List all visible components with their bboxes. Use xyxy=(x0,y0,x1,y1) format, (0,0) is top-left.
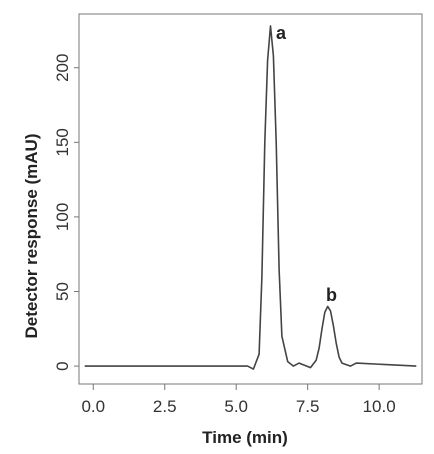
plot-frame xyxy=(78,13,423,385)
chromatogram-trace xyxy=(84,25,417,370)
x-tick-label: 5.0 xyxy=(224,397,248,416)
y-tick-label: 150 xyxy=(53,128,72,156)
y-tick-label: 100 xyxy=(53,203,72,231)
y-axis-title: Detector response (mAU) xyxy=(22,134,41,339)
x-axis-ticks: 0.0 2.5 5.0 7.5 10.0 xyxy=(81,384,396,416)
peak-label-b: b xyxy=(326,285,337,305)
y-tick-label: 50 xyxy=(53,282,72,301)
y-tick-label: 200 xyxy=(53,54,72,82)
x-tick-label: 7.5 xyxy=(296,397,320,416)
y-axis-ticks: 0 50 100 150 200 xyxy=(53,54,79,371)
x-axis-title: Time (min) xyxy=(202,428,288,447)
x-tick-label: 10.0 xyxy=(363,397,396,416)
x-tick-label: 0.0 xyxy=(81,397,105,416)
peak-label-a: a xyxy=(276,23,287,43)
x-tick-label: 2.5 xyxy=(153,397,177,416)
y-tick-label: 0 xyxy=(53,361,72,370)
